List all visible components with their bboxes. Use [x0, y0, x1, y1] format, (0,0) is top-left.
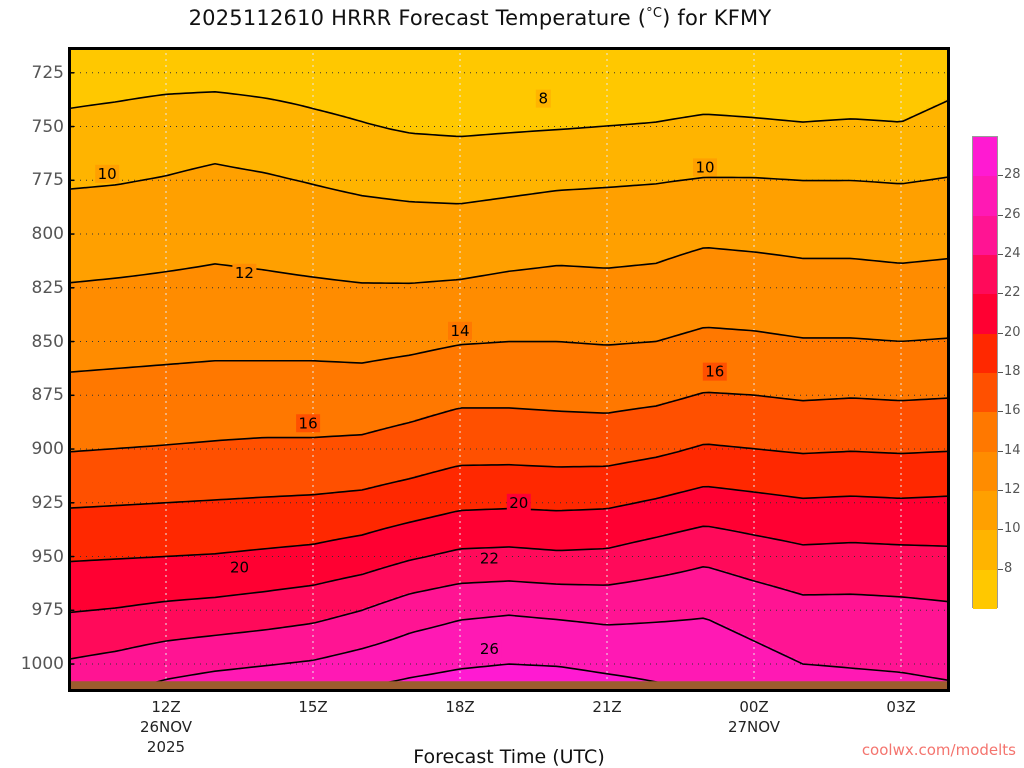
y-tick-label: 950	[31, 546, 64, 567]
x-tick-label: 12Z 26NOV 2025	[139, 698, 193, 756]
contour-label: 22	[480, 550, 499, 568]
contour-label: 20	[230, 558, 249, 576]
contour-band	[120, 615, 950, 692]
terrain-band	[68, 681, 950, 692]
y-tick-label: 975	[31, 600, 64, 621]
y-tick-label: 775	[31, 170, 64, 191]
colorbar-tick-mark	[998, 293, 1003, 295]
colorbar-segment	[973, 176, 997, 216]
contour-canvas: 8 10 10 12 14 16 16 20 20 22 26	[68, 47, 950, 692]
contour-line	[68, 247, 950, 285]
colorbar-segment	[973, 254, 997, 295]
contour-line	[68, 391, 950, 453]
colorbar-tick-mark	[998, 175, 1003, 177]
contour-label: 10	[98, 165, 117, 183]
colorbar-segment	[973, 530, 997, 570]
y-tick-label: 900	[31, 439, 64, 460]
contour-label-halo	[477, 640, 502, 658]
x-tick-label: 15Z	[298, 698, 328, 716]
contour-label-halo	[227, 558, 252, 577]
colorbar-tick-mark	[998, 214, 1003, 216]
colorbar-segment	[973, 490, 997, 531]
contour-line	[338, 663, 697, 692]
x-tick-label: 21Z	[592, 698, 622, 716]
colorbar-tick-label: 24	[1004, 246, 1021, 261]
contour-label-halo	[535, 89, 551, 108]
colorbar-segment	[973, 372, 997, 413]
colorbar-segment	[973, 137, 997, 177]
contour-label-halo	[702, 362, 727, 381]
colorbar-tick-mark	[998, 411, 1003, 413]
contour-label-halo	[296, 414, 321, 433]
contour-label-halo	[95, 164, 120, 183]
y-tick-label: 925	[31, 492, 64, 513]
contour-line	[68, 566, 950, 661]
contour-label-halo	[506, 493, 531, 512]
contour-label: 26	[480, 640, 499, 658]
colorbar-tick-mark	[998, 529, 1003, 531]
contour-line	[68, 443, 950, 509]
x-tick-label: 03Z	[886, 698, 916, 716]
contour-label: 14	[450, 322, 469, 340]
y-tick-label: 750	[31, 116, 64, 137]
colorbar-segment	[973, 451, 997, 491]
title-prefix: 2025112610 HRRR Forecast Temperature (	[188, 6, 647, 30]
colorbar-tick-label: 8	[1004, 560, 1013, 576]
contour-label: 16	[705, 363, 724, 381]
colorbar-tick-label: 20	[1004, 324, 1021, 340]
colorbar-segment	[973, 294, 997, 334]
contour-plot[interactable]: 8 10 10 12 14 16 16 20 20 22 26	[68, 47, 950, 692]
colorbar-tick-label: 18	[1004, 364, 1021, 379]
colorbar-tick-label: 28	[1004, 167, 1021, 183]
title-suffix: ) for KFMY	[662, 6, 772, 30]
y-tick-label: 1000	[20, 654, 64, 675]
x-axis-title: Forecast Time (UTC)	[413, 746, 605, 768]
colorbar-tick-label: 10	[1004, 521, 1021, 537]
colorbar	[972, 136, 998, 609]
contour-label: 20	[509, 494, 528, 512]
contour-line	[68, 90, 950, 138]
colorbar-tick-mark	[998, 450, 1003, 452]
contour-label: 8	[539, 90, 549, 108]
contour-line	[123, 614, 950, 692]
contour-label: 16	[299, 414, 318, 432]
colorbar-segment	[973, 215, 997, 255]
colorbar-tick-mark	[998, 490, 1003, 491]
contour-line	[68, 162, 950, 205]
page-title: 2025112610 HRRR Forecast Temperature (°C…	[0, 6, 960, 30]
y-axis: 725 750 775 800 825 850 875 900 925 950 975 1000	[0, 47, 64, 692]
colorbar-segment	[973, 569, 997, 609]
colorbar-tick-label: 12	[1004, 482, 1021, 497]
y-tick-label: 875	[31, 385, 64, 406]
y-tick-label: 825	[31, 277, 64, 298]
colorbar-tick-label: 16	[1004, 403, 1021, 419]
y-tick-label: 800	[31, 224, 64, 245]
x-axis: 12Z 26NOV 2025 15Z 18Z 21Z 00Z 27NOV 03Z	[68, 698, 950, 762]
y-tick-label: 850	[31, 331, 64, 352]
title-unit: °C	[646, 6, 663, 21]
y-tick-label: 725	[31, 62, 64, 83]
colorbar-tick-label: 26	[1004, 206, 1021, 222]
colorbar-tick-label: 22	[1004, 285, 1021, 301]
x-tick-label: 18Z	[445, 698, 475, 716]
colorbar-tick-mark	[998, 332, 1003, 334]
colorbar-tick-mark	[998, 372, 1003, 373]
contour-label-halo	[693, 158, 717, 177]
credit-watermark: coolwx.com/modelts	[861, 741, 1016, 759]
colorbar-tick-mark	[998, 568, 1003, 570]
contour-line	[68, 326, 950, 374]
contour-label-halo	[448, 321, 472, 340]
contour-line	[68, 525, 950, 614]
contour-label-halo	[477, 549, 502, 568]
colorbar-ticks: 8 10 12 14 16 18 20 22 24 26 28	[998, 136, 1024, 608]
colorbar-segment	[973, 333, 997, 373]
colorbar-tick-mark	[998, 254, 1003, 255]
x-tick-label: 00Z 27NOV	[727, 698, 781, 736]
colorbar-tick-label: 14	[1004, 442, 1021, 458]
colorbar-segment	[973, 412, 997, 452]
contour-label: 12	[235, 264, 254, 282]
contour-line	[68, 485, 950, 563]
contour-label: 10	[695, 158, 714, 176]
contour-label-halo	[232, 263, 257, 282]
